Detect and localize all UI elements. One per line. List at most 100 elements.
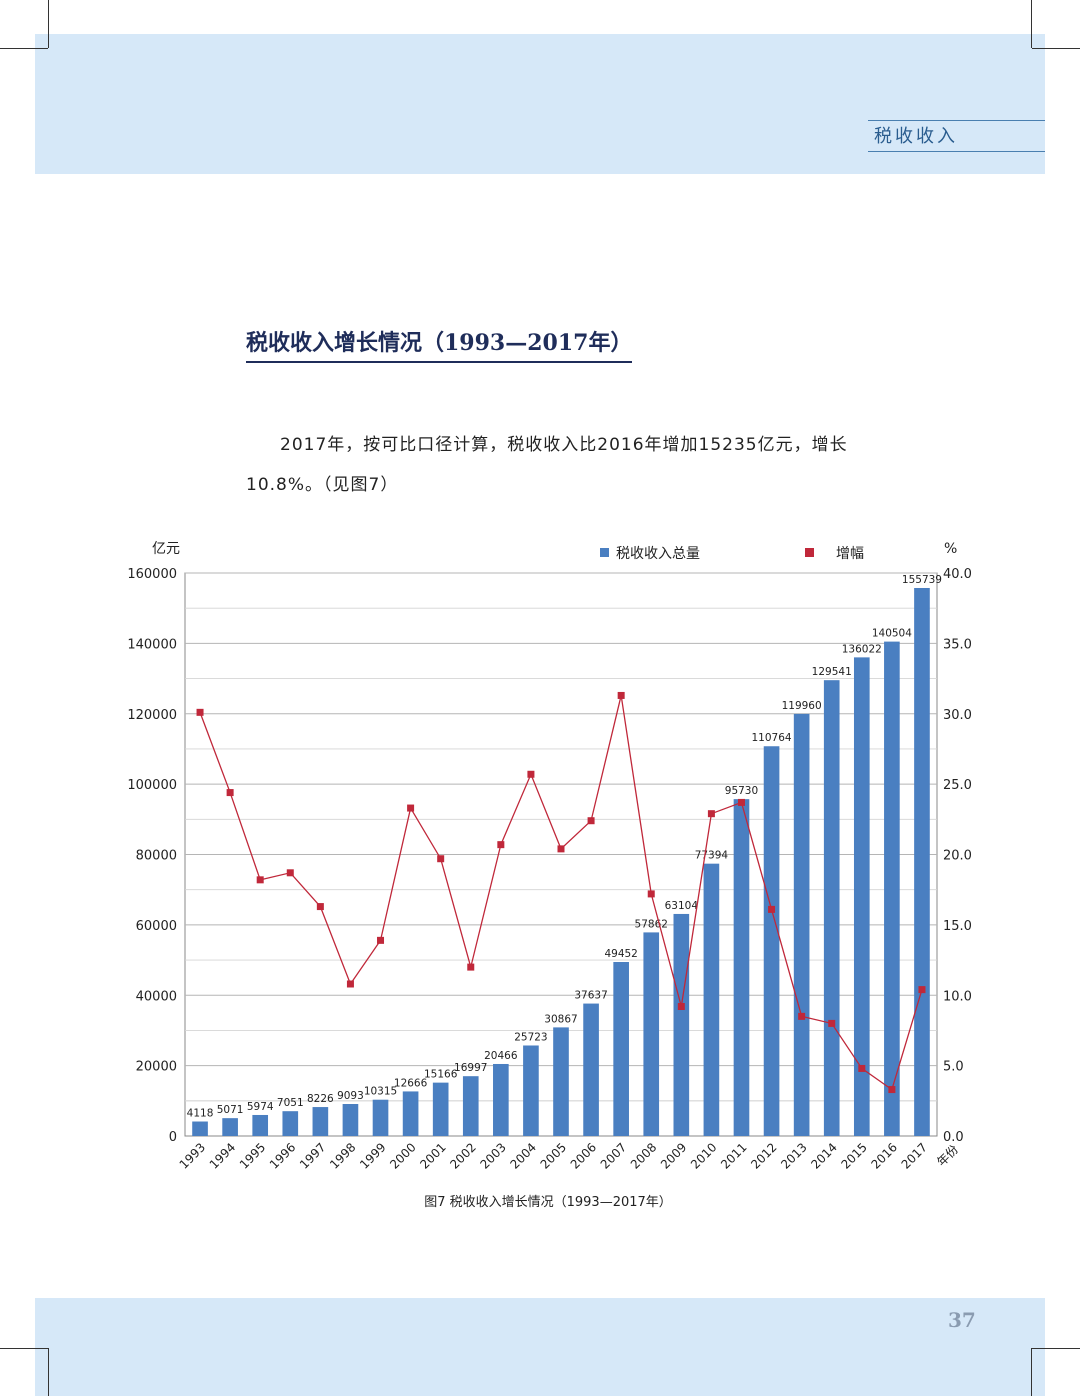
y-tick-label: 40000 — [136, 989, 177, 1004]
y-tick-label: 60000 — [136, 919, 177, 934]
x-tick-label: 2005 — [538, 1140, 569, 1171]
legend-label-line: 增幅 — [836, 546, 864, 562]
bar — [673, 913, 690, 1136]
bar — [583, 1003, 599, 1136]
x-tick-label: 1996 — [267, 1140, 298, 1171]
legend-swatch-line — [805, 548, 814, 557]
x-tick-label: 2016 — [869, 1140, 900, 1171]
bar-value-label: 16997 — [454, 1062, 487, 1074]
bar-value-label: 119960 — [782, 700, 822, 712]
crop-mark — [48, 1348, 49, 1396]
crop-mark — [0, 48, 48, 49]
bar-value-label: 110764 — [752, 732, 792, 744]
bar-value-label: 49452 — [604, 948, 637, 960]
bar-value-label: 95730 — [725, 785, 758, 797]
bar — [853, 657, 870, 1136]
x-tick-label: 2015 — [838, 1140, 869, 1171]
bar-value-label: 5974 — [247, 1101, 274, 1113]
x-tick-label: 2002 — [447, 1140, 478, 1171]
bar-value-label: 37637 — [574, 990, 607, 1002]
x-tick-label: 2014 — [808, 1140, 839, 1171]
bar — [553, 1027, 569, 1136]
page-number: 37 — [948, 1308, 976, 1332]
y-tick-label: 80000 — [136, 849, 177, 864]
y2-tick-label: 5.0 — [943, 1060, 964, 1075]
y-tick-label: 160000 — [127, 567, 177, 582]
chart-caption: 图7 税收收入增长情况（1993—2017年） — [424, 1195, 672, 1210]
growth-point — [256, 876, 264, 884]
crop-mark — [1031, 1348, 1032, 1396]
bar-value-label: 63104 — [665, 900, 699, 912]
bar — [763, 746, 780, 1136]
section-label: 税收收入 — [868, 120, 1045, 152]
growth-point — [798, 1012, 806, 1020]
growth-point — [527, 770, 535, 778]
y2-tick-label: 20.0 — [943, 849, 972, 864]
bar — [613, 961, 629, 1136]
y2-tick-label: 10.0 — [943, 989, 972, 1004]
growth-point — [437, 855, 445, 863]
bar-value-label: 10315 — [364, 1086, 397, 1098]
x-tick-label: 1993 — [177, 1140, 208, 1171]
header-band — [35, 34, 1045, 174]
y2-tick-label: 30.0 — [943, 708, 972, 723]
bar — [733, 799, 750, 1136]
growth-point — [497, 841, 505, 849]
x-tick-label: 1995 — [237, 1140, 268, 1171]
crop-mark — [1031, 0, 1032, 48]
y2-tick-label: 35.0 — [943, 637, 972, 652]
bar-value-label: 20466 — [484, 1050, 518, 1062]
bar — [342, 1104, 359, 1136]
growth-point — [858, 1064, 866, 1072]
y-axis-title: 亿元 — [152, 541, 180, 557]
growth-point — [557, 845, 565, 853]
bar-value-label: 12666 — [394, 1077, 428, 1089]
crop-mark — [0, 1348, 48, 1349]
x-tick-label: 1997 — [297, 1140, 328, 1171]
x-tick-label: 2013 — [778, 1140, 809, 1171]
body-paragraph: 2017年，按可比口径计算，税收收入比2016年增加15235亿元，增长10.8… — [246, 435, 848, 495]
bar — [914, 587, 930, 1136]
bar — [643, 932, 660, 1136]
growth-point — [346, 980, 354, 988]
bar-value-label: 9093 — [337, 1090, 364, 1102]
y-tick-label: 100000 — [127, 778, 177, 793]
bar-value-label: 155739 — [902, 574, 942, 586]
bar — [372, 1099, 389, 1136]
x-tick-label: 1994 — [207, 1140, 238, 1171]
x-tick-label: 2011 — [718, 1140, 749, 1171]
crop-mark — [1032, 1348, 1080, 1349]
crop-mark — [1032, 48, 1080, 49]
bar-value-label: 77394 — [695, 850, 729, 862]
growth-point — [407, 804, 415, 812]
bar-value-label: 57862 — [635, 918, 668, 930]
legend-label-bar: 税收收入总量 — [616, 546, 700, 562]
growth-point — [828, 1019, 836, 1027]
bar-value-label: 7051 — [277, 1097, 304, 1109]
bar — [493, 1063, 509, 1136]
page-title: 税收收入增长情况（1993—2017年） — [246, 325, 633, 363]
growth-point — [377, 936, 385, 944]
x-tick-label: 1998 — [327, 1140, 358, 1171]
x-tick-label: 2012 — [748, 1140, 779, 1171]
growth-point — [737, 798, 745, 806]
crop-mark — [48, 0, 49, 48]
x-tick-label: 2003 — [477, 1140, 508, 1171]
bar-value-label: 25723 — [514, 1031, 547, 1043]
y2-tick-label: 0.0 — [943, 1130, 964, 1145]
bar-value-label: 8226 — [307, 1093, 334, 1105]
x-tick-label: 2006 — [568, 1140, 599, 1171]
bar-value-label: 15166 — [424, 1069, 458, 1081]
y2-axis-title: % — [944, 541, 957, 557]
bar — [192, 1121, 208, 1136]
bar-value-label: 30867 — [544, 1013, 577, 1025]
x-tick-label: 2008 — [628, 1140, 659, 1171]
bar — [523, 1045, 539, 1136]
x-tick-label: 1999 — [357, 1140, 388, 1171]
tax-revenue-chart: 0 20000 40000 60000 80000 100000 120000 140000 1… — [127, 541, 972, 1210]
growth-point — [617, 691, 625, 699]
growth-point — [587, 817, 595, 825]
y2-tick-label: 25.0 — [943, 778, 972, 793]
footer-band — [35, 1298, 1045, 1396]
growth-point — [226, 789, 234, 797]
